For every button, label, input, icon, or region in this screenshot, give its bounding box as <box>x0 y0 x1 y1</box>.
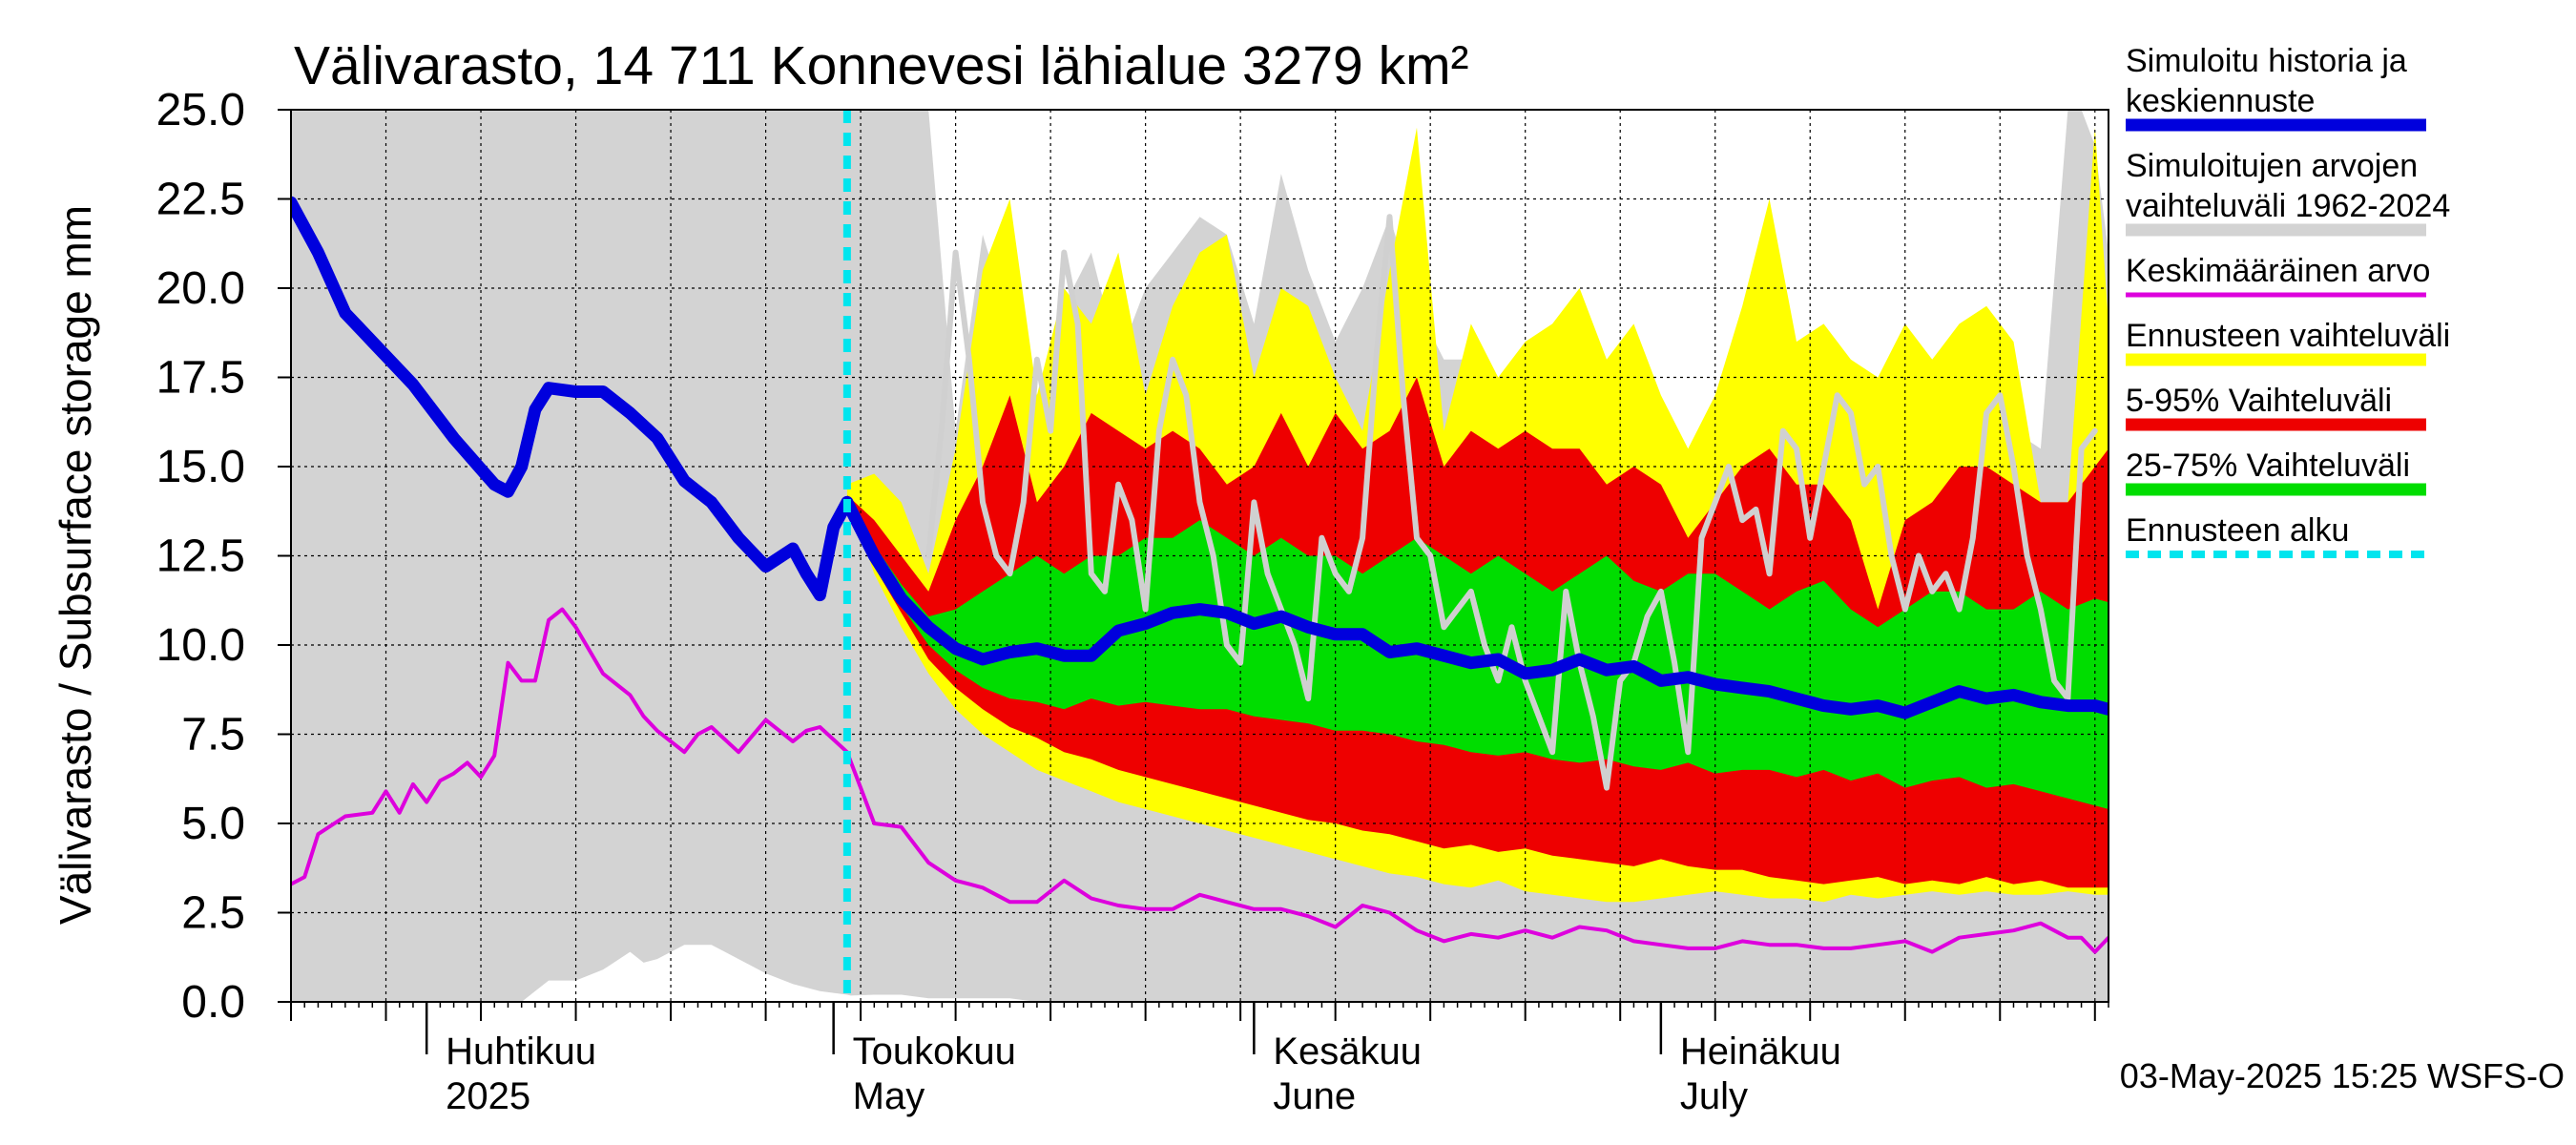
legend-label: Ennusteen alku <box>2126 512 2349 549</box>
x-month-label: Huhtikuu <box>446 1030 596 1072</box>
y-tick-label: 2.5 <box>181 888 245 939</box>
history-line <box>291 196 854 602</box>
legend-label: 5-95% Vaihteluväli <box>2126 383 2392 419</box>
median-series-line <box>925 214 2098 791</box>
mean-value-line <box>291 607 2109 954</box>
y-tick-label: 15.0 <box>156 442 245 492</box>
historical-minimum-gap <box>291 945 875 1002</box>
percentile-25-75-band <box>846 494 2109 809</box>
y-axis-label: Välivarasto / Subsurface storage mm <box>51 205 100 925</box>
legend-label: Simuloitujen arvojen <box>2126 148 2418 184</box>
y-tick-label: 12.5 <box>156 531 245 582</box>
legend-label: Simuloitu historia ja <box>2126 43 2407 79</box>
x-month-sublabel: 2025 <box>446 1075 530 1117</box>
y-tick-label: 5.0 <box>181 799 245 849</box>
axes: 0.0 2.5 5.0 7.5 10.0 12.5 15.0 17.5 20.0 22.5 25.0… <box>156 85 2109 1117</box>
x-month-label: Kesäkuu <box>1273 1030 1422 1072</box>
legend-label: vaihteluväli 1962-2024 <box>2126 188 2450 224</box>
y-tick-label: 10.0 <box>156 620 245 671</box>
y-tick-label: 25.0 <box>156 85 245 135</box>
legend-label: 25-75% Vaihteluväli <box>2126 448 2410 484</box>
y-tick-label: 22.5 <box>156 175 245 225</box>
x-month-sublabel: June <box>1273 1075 1356 1117</box>
x-month-label: Toukokuu <box>853 1030 1016 1072</box>
y-tick-label: 7.5 <box>181 710 245 760</box>
y-tick-label: 0.0 <box>181 977 245 1028</box>
x-month-sublabel: May <box>853 1075 925 1117</box>
legend: Simuloitu historia ja keskiennuste Simuloi… <box>2126 43 2450 558</box>
y-tick-label: 17.5 <box>156 353 245 404</box>
grid <box>290 110 2109 1002</box>
y-tick-label: 20.0 <box>156 263 245 314</box>
chart-title: Välivarasto, 14 711 Konnevesi lähialue 3… <box>294 35 1469 96</box>
x-month-label: Heinäkuu <box>1680 1030 1841 1072</box>
legend-label: Ennusteen vaihteluväli <box>2126 318 2450 354</box>
legend-label: Keskimääräinen arvo <box>2126 253 2430 289</box>
series-lines <box>291 110 2109 1002</box>
footer-timestamp: 03-May-2025 15:25 WSFS-O <box>2120 1056 2565 1095</box>
forecast-mean-line <box>841 495 2109 719</box>
x-month-sublabel: July <box>1680 1075 1748 1117</box>
legend-label: keskiennuste <box>2126 83 2315 119</box>
